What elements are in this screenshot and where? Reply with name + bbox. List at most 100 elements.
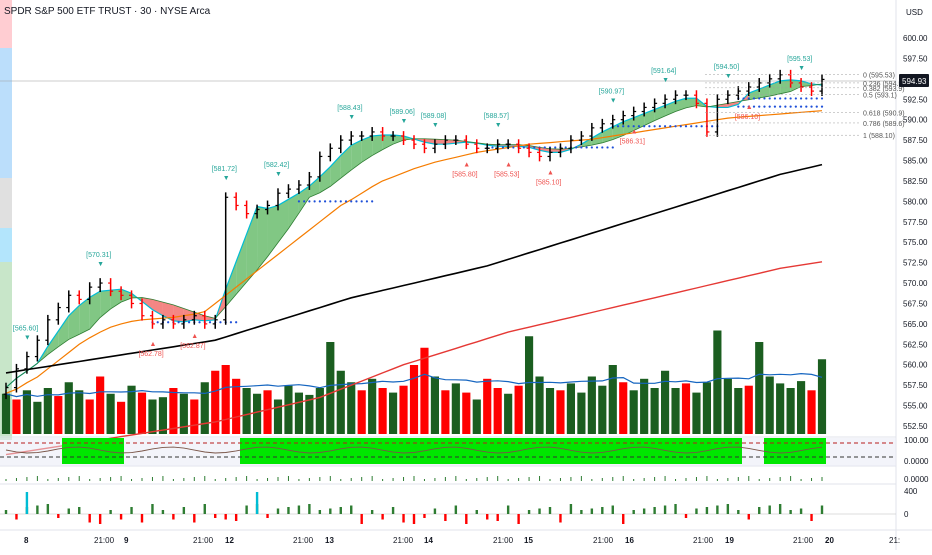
volume-bar (786, 388, 795, 434)
fib-label: 0.236 (594.5) (863, 81, 905, 88)
volume-bar (347, 382, 356, 434)
volume-bar (284, 385, 293, 434)
support-dots (789, 105, 792, 108)
volume-bar (598, 385, 607, 434)
cloud-segment (769, 80, 781, 97)
cloud-segment (550, 148, 561, 153)
time-tick-label: 21:00 (94, 536, 115, 545)
time-tick-label: 21:00 (293, 536, 314, 545)
volume-bars (1, 330, 827, 434)
support-dots (622, 125, 625, 128)
support-dots (794, 105, 797, 108)
hist-axis-400: 400 (904, 487, 918, 496)
hist-bar (57, 514, 60, 518)
support-dots (580, 146, 583, 149)
support-dots (339, 200, 342, 203)
volume-bar (33, 401, 42, 434)
hist-bar (15, 514, 18, 520)
volume-bar (12, 399, 21, 434)
volume-bar (650, 388, 659, 434)
volume-bar (1, 393, 11, 434)
peak-marker: ▼ (24, 334, 31, 341)
trough-annotation: [586.31] (620, 139, 645, 146)
hist-bar (203, 504, 206, 514)
price-tick-label: 572.50 (903, 259, 928, 268)
support-dots (711, 125, 714, 128)
hist-bar (140, 514, 144, 523)
support-dots (365, 200, 369, 203)
support-dots (360, 200, 363, 203)
hist-bar (465, 514, 468, 524)
time-tick-label: 16 (625, 536, 634, 545)
cloud-segment (717, 103, 728, 108)
support-dots (350, 200, 353, 203)
trough-marker: ▲ (631, 129, 638, 136)
hist-bar (78, 507, 81, 514)
volume-bar (179, 393, 188, 434)
trough-annotation: [562.87] (180, 343, 205, 350)
peak-annotation: [570.31] (86, 252, 111, 259)
oscillator-pane (0, 438, 896, 466)
time-axis[interactable]: 8 21:00 9 21:00 12 21:00 13 21:00 14 21:00 15 21:00… (24, 536, 900, 545)
trough-annotation: [585.80] (452, 171, 477, 178)
tick-pane (5, 476, 823, 481)
volume-bar (388, 392, 398, 434)
hist-bar (412, 514, 416, 524)
hist-bar (214, 514, 217, 518)
hist-bar (46, 504, 50, 514)
peak-marker: ▼ (432, 122, 439, 129)
volume-bar (430, 376, 440, 434)
volume-bar (483, 378, 492, 434)
sma200-line (5, 261, 823, 456)
peak-marker: ▼ (725, 73, 732, 80)
volume-bar (75, 390, 84, 434)
support-dots (810, 105, 813, 108)
support-dots (805, 97, 808, 100)
support-dots (167, 321, 170, 324)
support-dots (313, 200, 316, 203)
support-dots (297, 200, 301, 203)
hist-bar (716, 505, 719, 514)
support-dots (799, 97, 803, 100)
hist-bar (601, 507, 604, 514)
time-tick-label: 21:00 (793, 536, 814, 545)
peak-marker: ▼ (662, 77, 669, 84)
hist-bar (370, 510, 374, 514)
volume-bar (755, 342, 764, 434)
volume-bar (200, 382, 209, 434)
volume-bar (535, 376, 544, 434)
peak-annotation: [594.50] (714, 64, 739, 71)
cloud-segment (267, 205, 278, 257)
support-dots (501, 146, 505, 149)
support-dots (198, 321, 201, 324)
hist-bar (98, 514, 102, 524)
hist-bar (642, 508, 646, 514)
support-dots (820, 105, 824, 108)
price-axis[interactable]: 600.00597.50595.00592.50590.00587.50585.… (903, 34, 928, 431)
support-dots (554, 146, 557, 149)
time-tick-label: 15 (524, 536, 533, 545)
support-dots (747, 97, 750, 100)
volume-bar (629, 390, 638, 434)
support-dots (742, 105, 745, 108)
support-dots (208, 321, 212, 324)
volume-bar (681, 383, 691, 434)
support-dots (815, 97, 818, 100)
time-tick-label: 21:00 (393, 536, 414, 545)
price-tick-label: 552.50 (903, 422, 928, 431)
support-dots (815, 105, 818, 108)
osc-axis-0: 0.0000 (904, 457, 929, 466)
volume-bar (305, 394, 314, 434)
cloud-segment (351, 140, 362, 171)
volume-bar (273, 399, 283, 434)
volume-bar (619, 382, 628, 434)
support-dots (758, 105, 761, 108)
hist-bar (245, 505, 248, 514)
hist-bar (381, 514, 384, 520)
hist-axis-0: 0 (904, 510, 909, 519)
time-tick-label: 20 (825, 536, 834, 545)
price-tick-label: 575.00 (903, 238, 928, 247)
volume-bar (378, 388, 387, 434)
volume-bar (368, 378, 377, 434)
